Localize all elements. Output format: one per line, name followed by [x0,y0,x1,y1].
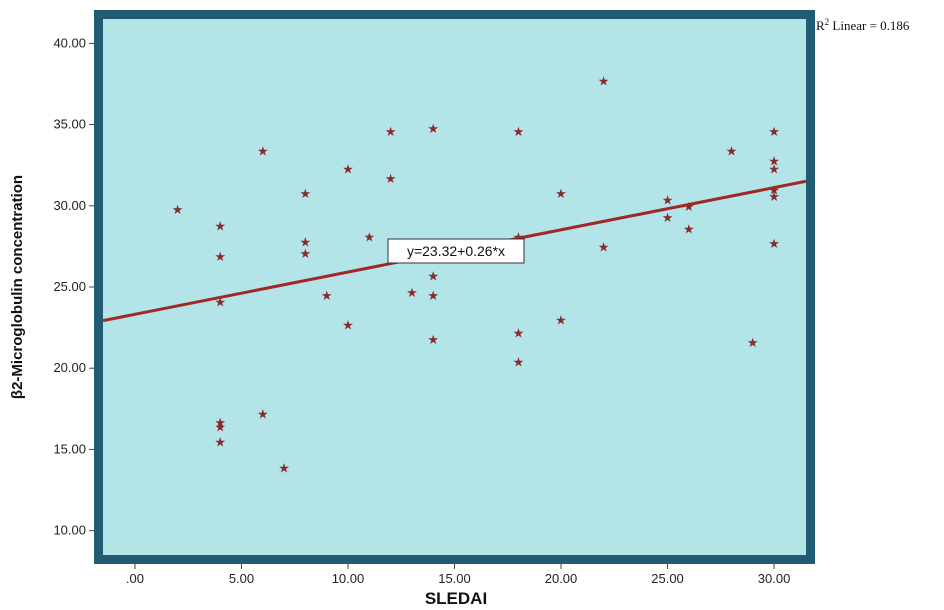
data-point: ★ [662,193,674,208]
data-point: ★ [555,313,567,328]
data-point: ★ [257,145,269,160]
data-point: ★ [513,125,525,140]
data-point: ★ [278,461,290,476]
x-tick-label: .00 [126,571,144,586]
data-point: ★ [172,203,184,218]
data-point: ★ [214,421,226,436]
x-tick-label: 30.00 [758,571,791,586]
data-point: ★ [363,231,375,246]
x-tick-label: 15.00 [438,571,471,586]
data-point: ★ [683,200,695,215]
data-point: ★ [300,187,312,202]
data-point: ★ [747,336,759,351]
data-point: ★ [768,184,780,199]
y-axis-title: β2-Microglobulin concentration [9,175,26,399]
data-point: ★ [768,237,780,252]
data-point: ★ [385,125,397,140]
data-point: ★ [257,408,269,423]
y-tick-label: 30.00 [53,198,86,213]
data-point: ★ [385,172,397,187]
y-tick-label: 35.00 [53,117,86,132]
data-point: ★ [214,416,226,431]
y-tick-label: 25.00 [53,279,86,294]
y-tick-label: 40.00 [53,35,86,50]
data-point: ★ [300,236,312,251]
r2-label-rest: Linear = 0.186 [829,18,910,33]
data-point: ★ [427,270,439,285]
data-point: ★ [598,75,610,90]
data-point: ★ [214,219,226,234]
data-point: ★ [342,162,354,177]
data-point: ★ [513,356,525,371]
data-point: ★ [406,286,418,301]
x-tick-label: 20.00 [545,571,578,586]
equation-box-border [387,238,525,264]
data-point: ★ [214,435,226,450]
plot-area [103,19,806,555]
data-point: ★ [427,122,439,137]
data-point: ★ [598,240,610,255]
y-tick-label: 20.00 [53,360,86,375]
r2-label-r: R [816,18,825,33]
data-point: ★ [214,250,226,265]
data-point: ★ [726,145,738,160]
y-tick-label: 15.00 [53,441,86,456]
equation-box: y=23.32+0.26*x [387,238,525,264]
data-point: ★ [214,296,226,311]
x-axis-title: SLEDAI [425,589,487,608]
x-tick-label: 5.00 [229,571,254,586]
data-point: ★ [342,318,354,333]
data-point: ★ [662,211,674,226]
equation-label: y=23.32+0.26*x [407,243,505,259]
r2-label: R2 Linear = 0.186 [816,17,910,33]
data-point: ★ [513,326,525,341]
y-tick-group: 10.00 15.00 20.00 25.00 30.00 35.00 40.00 [53,35,94,538]
data-point: ★ [555,187,567,202]
data-point: ★ [768,190,780,205]
data-point: ★ [768,154,780,169]
x-tick-group: .00 5.00 10.00 15.00 20.00 25.00 30.00 [126,564,790,586]
data-point: ★ [768,162,780,177]
data-point: ★ [321,289,333,304]
data-point: ★ [683,223,695,238]
r2-label-sup: 2 [825,17,830,27]
data-point: ★ [427,289,439,304]
x-tick-label: 25.00 [651,571,684,586]
data-points: ★★★★★★★★★★★★★★★★★★★★★★★★★★★★★★★★★★★★★★★★… [172,75,780,477]
data-point: ★ [300,247,312,262]
data-point: ★ [768,125,780,140]
x-tick-label: 10.00 [332,571,365,586]
data-point: ★ [427,333,439,348]
y-tick-label: 10.00 [53,523,86,538]
